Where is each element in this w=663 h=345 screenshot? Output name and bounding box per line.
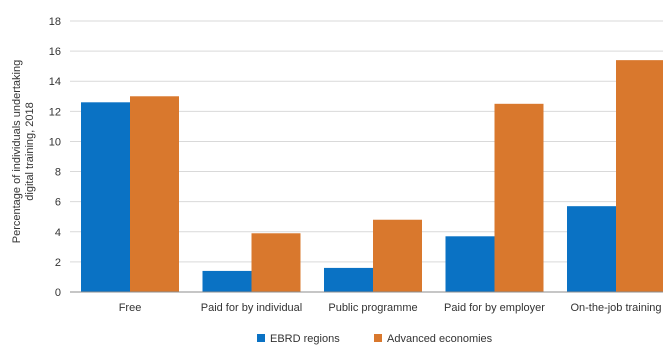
x-tick-label: On-the-job training	[570, 302, 661, 314]
y-tick-label: 10	[49, 136, 61, 148]
legend-swatch-0	[257, 334, 265, 342]
legend-swatch-1	[374, 334, 382, 342]
x-tick-label: Paid for by employer	[444, 302, 545, 314]
y-tick-label: 0	[55, 287, 61, 299]
y-tick-label: 14	[49, 76, 61, 88]
legend: EBRD regions Advanced economies	[257, 333, 493, 345]
y-tick-label: 8	[55, 167, 61, 179]
x-tick-label: Public programme	[328, 302, 417, 314]
bar-ebrd-2	[324, 267, 373, 292]
bar-advanced-4	[616, 60, 663, 293]
bar-advanced-3	[494, 103, 544, 292]
bar-ebrd-1	[202, 270, 252, 292]
bar-advanced-2	[373, 219, 422, 292]
x-axis: Free Paid for by individual Public program…	[70, 291, 663, 314]
x-tick-label: Paid for by individual	[201, 302, 303, 314]
bar-ebrd-3	[445, 236, 495, 292]
y-tick-label: 4	[55, 227, 61, 239]
bar-ebrd-0	[81, 102, 130, 292]
bars	[81, 60, 663, 293]
legend-label-0: EBRD regions	[270, 333, 340, 345]
bar-advanced-1	[251, 233, 301, 292]
y-axis-title: Percentage of individuals undertakingdig…	[11, 60, 36, 243]
y-tick-label: 16	[49, 46, 61, 58]
y-tick-label: 6	[55, 197, 61, 209]
y-axis: 0 2 4 6 8 10 12 14 16 18	[49, 16, 61, 299]
y-tick-label: 12	[49, 106, 61, 118]
y-axis-title-line: digital training, 2018	[24, 102, 36, 200]
legend-label-1: Advanced economies	[387, 333, 493, 345]
y-axis-title-line: Percentage of individuals undertaking	[11, 60, 23, 243]
bar-advanced-0	[130, 96, 179, 293]
y-tick-label: 2	[55, 257, 61, 269]
y-tick-label: 18	[49, 16, 61, 28]
bar-ebrd-4	[567, 206, 616, 292]
x-tick-label: Free	[119, 302, 142, 314]
